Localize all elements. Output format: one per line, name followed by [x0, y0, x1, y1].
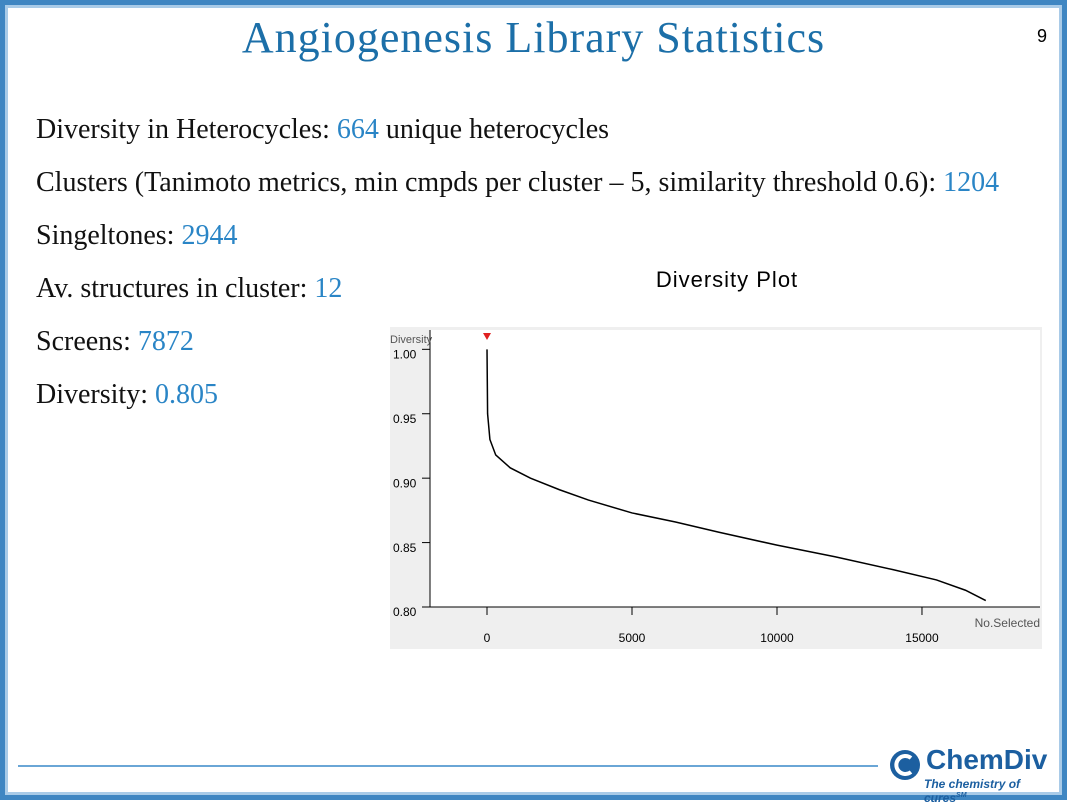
y-tick-label: 0.85: [393, 541, 417, 555]
stat-item: Singeltones: 2944: [36, 216, 1006, 256]
slide-title: Angiogenesis Library Statistics: [241, 13, 826, 62]
logo-icon: [890, 750, 920, 780]
stat-item: Diversity in Heterocycles: 664 unique he…: [36, 110, 1006, 150]
stat-value: 664: [336, 114, 379, 145]
y-tick-label: 0.80: [393, 605, 417, 619]
x-tick-label: 10000: [760, 631, 794, 645]
data-line: [486, 349, 987, 602]
stat-label: Diversity in Heterocycles:: [36, 114, 337, 145]
stat-item: Diversity: 0.805: [36, 375, 1006, 415]
x-tick-label: 15000: [905, 631, 939, 645]
logo: ChemDiv The chemistry of curesSM: [888, 744, 1058, 805]
stat-value: 2944: [181, 220, 238, 251]
stats-list: Diversity in Heterocycles: 664 unique he…: [36, 110, 1006, 428]
stat-label: Singeltones:: [36, 220, 182, 251]
footer-rule: [18, 765, 878, 767]
stat-label: Clusters (Tanimoto metrics, min cmpds pe…: [36, 167, 944, 198]
stat-value: 1204: [943, 167, 1000, 198]
stat-label: Av. structures in cluster:: [36, 273, 315, 304]
stat-item: Screens: 7872: [36, 322, 1006, 362]
stat-suffix: unique heterocycles: [378, 114, 610, 145]
y-axis-label: Diversity: [390, 334, 433, 346]
stat-value: 7872: [137, 326, 194, 357]
x-axis-label: No.Selected: [975, 616, 1040, 630]
start-marker: [483, 333, 492, 340]
stat-label: Screens:: [36, 326, 138, 357]
y-tick-label: 1.00: [393, 347, 417, 361]
stat-label: Diversity:: [36, 379, 155, 410]
plot-area: [430, 330, 1040, 607]
page-number: 9: [1036, 26, 1047, 46]
service-mark: SM: [956, 792, 967, 799]
chart-title: Diversity Plot: [656, 267, 798, 292]
logo-name: ChemDiv: [926, 744, 1048, 775]
x-tick-label: 0: [484, 631, 491, 645]
x-tick-label: 5000: [619, 631, 646, 645]
stat-item: Clusters (Tanimoto metrics, min cmpds pe…: [36, 163, 1006, 203]
y-tick-label: 0.95: [393, 412, 417, 426]
stat-value: 0.805: [155, 379, 218, 410]
stat-value: 12: [314, 273, 343, 304]
stat-item: Av. structures in cluster: 12: [36, 269, 1006, 309]
y-tick-label: 0.90: [393, 476, 417, 490]
